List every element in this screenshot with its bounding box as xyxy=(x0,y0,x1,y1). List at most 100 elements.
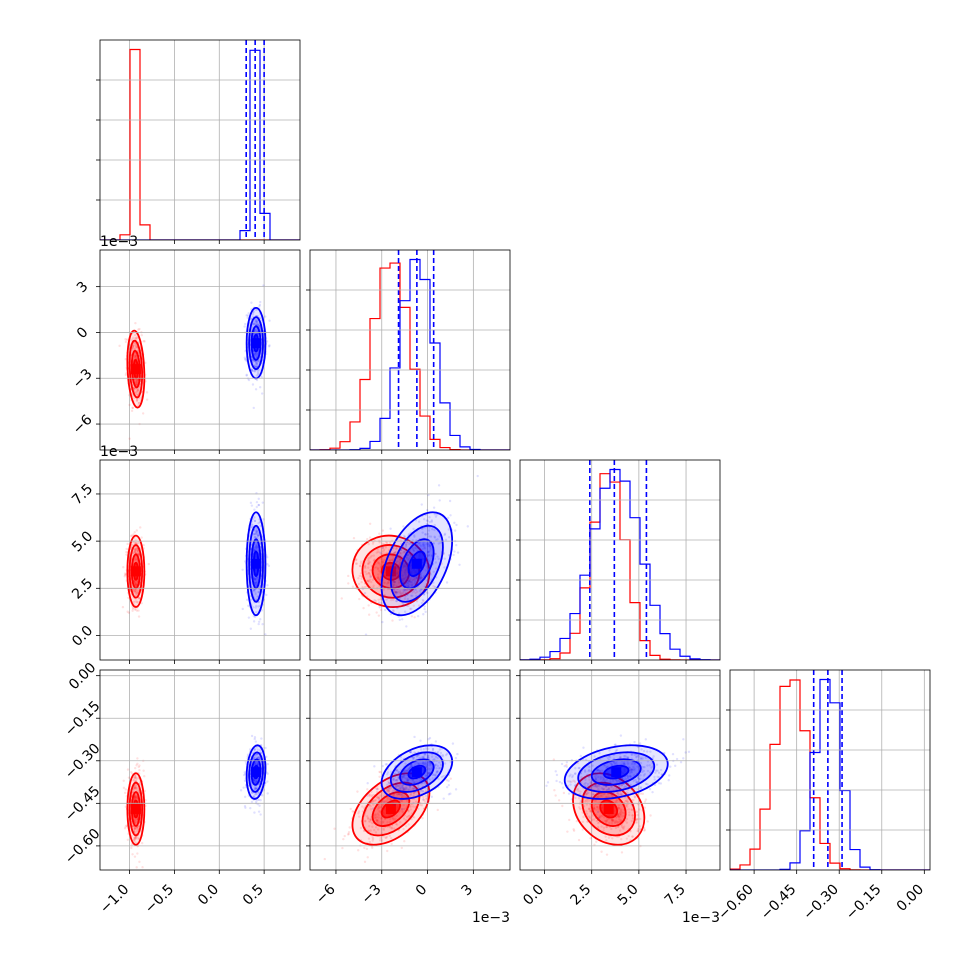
sample-point xyxy=(562,791,566,795)
sample-point xyxy=(363,591,367,595)
sample-point xyxy=(135,336,139,339)
sample-point xyxy=(429,535,433,538)
sample-point xyxy=(375,818,378,822)
sample-point xyxy=(258,757,262,761)
sample-point xyxy=(255,544,258,547)
sample-point xyxy=(252,590,255,593)
sample-point xyxy=(398,793,401,796)
sample-point xyxy=(253,756,256,760)
sample-point xyxy=(369,818,372,821)
sample-point xyxy=(135,599,138,602)
sample-point xyxy=(403,571,407,574)
sample-point xyxy=(255,787,258,790)
sample-point xyxy=(385,800,388,803)
sample-point xyxy=(255,760,258,764)
sample-point xyxy=(372,584,375,587)
sample-point xyxy=(364,564,367,568)
sample-point xyxy=(132,837,136,840)
sample-point xyxy=(347,582,350,585)
sample-point xyxy=(254,762,258,765)
sample-point xyxy=(136,837,139,840)
sample-point xyxy=(131,336,135,339)
sample-point xyxy=(366,788,369,791)
sample-point xyxy=(246,753,250,756)
sample-point xyxy=(268,344,271,347)
sample-point xyxy=(393,580,396,584)
sample-point xyxy=(140,536,143,539)
sample-point xyxy=(123,791,127,795)
sample-point xyxy=(426,773,429,776)
sample-point xyxy=(410,607,413,611)
sample-point xyxy=(137,541,140,545)
sample-point xyxy=(385,762,388,766)
sample-point xyxy=(442,774,445,778)
sample-point xyxy=(387,777,391,780)
sample-point xyxy=(256,360,260,363)
sample-point xyxy=(133,839,136,842)
sample-point xyxy=(391,619,394,622)
sample-point xyxy=(255,547,258,551)
sample-point xyxy=(374,826,378,829)
sample-point xyxy=(258,325,261,328)
sample-point xyxy=(247,378,251,382)
sample-point xyxy=(409,578,412,581)
sample-point xyxy=(122,566,125,569)
sample-point xyxy=(407,823,410,826)
sample-point xyxy=(368,795,371,798)
sample-point xyxy=(435,767,438,770)
sample-point xyxy=(134,582,138,586)
sample-point xyxy=(428,550,431,553)
sample-point xyxy=(577,838,581,842)
sample-point xyxy=(404,769,407,772)
sample-point xyxy=(130,846,133,850)
sample-point xyxy=(394,551,397,554)
sample-point xyxy=(407,767,410,771)
sample-point xyxy=(256,748,259,751)
sample-point xyxy=(401,810,404,813)
sample-point xyxy=(406,769,409,773)
sample-point xyxy=(135,796,139,800)
sample-point xyxy=(447,528,451,531)
sample-point xyxy=(383,581,386,585)
sample-point xyxy=(405,799,409,803)
sample-point xyxy=(135,797,138,800)
sample-point xyxy=(255,365,259,368)
sample-point xyxy=(432,773,436,776)
sample-point xyxy=(391,791,394,794)
sample-point xyxy=(379,794,382,797)
sample-point xyxy=(255,756,259,759)
sample-point xyxy=(439,541,442,544)
sample-point xyxy=(436,555,439,558)
sample-point xyxy=(605,819,608,822)
sample-point xyxy=(411,787,415,791)
sample-point xyxy=(135,383,139,386)
sample-point xyxy=(126,610,129,613)
sample-point xyxy=(466,525,469,528)
sample-point xyxy=(133,582,137,586)
sample-point xyxy=(607,836,611,839)
sample-point xyxy=(253,352,257,355)
sample-point xyxy=(137,609,140,612)
sample-point xyxy=(434,552,437,556)
sample-point xyxy=(439,751,443,755)
sample-point xyxy=(423,781,427,785)
sample-point xyxy=(402,566,405,570)
sample-point xyxy=(135,542,139,545)
sample-point xyxy=(140,841,144,845)
sample-point xyxy=(430,755,434,758)
sample-point xyxy=(251,315,255,318)
sample-point xyxy=(138,860,141,864)
sample-point xyxy=(419,576,422,580)
sample-point xyxy=(387,581,390,585)
sample-point xyxy=(385,582,389,585)
sample-point xyxy=(253,533,257,536)
sample-point xyxy=(430,795,433,799)
sample-point xyxy=(426,555,429,558)
sample-point xyxy=(428,768,431,771)
sample-point xyxy=(368,578,372,581)
sample-point xyxy=(255,352,258,355)
sample-point xyxy=(253,519,257,523)
sample-point xyxy=(254,787,257,790)
sample-point xyxy=(429,778,432,781)
sample-point xyxy=(410,584,413,588)
